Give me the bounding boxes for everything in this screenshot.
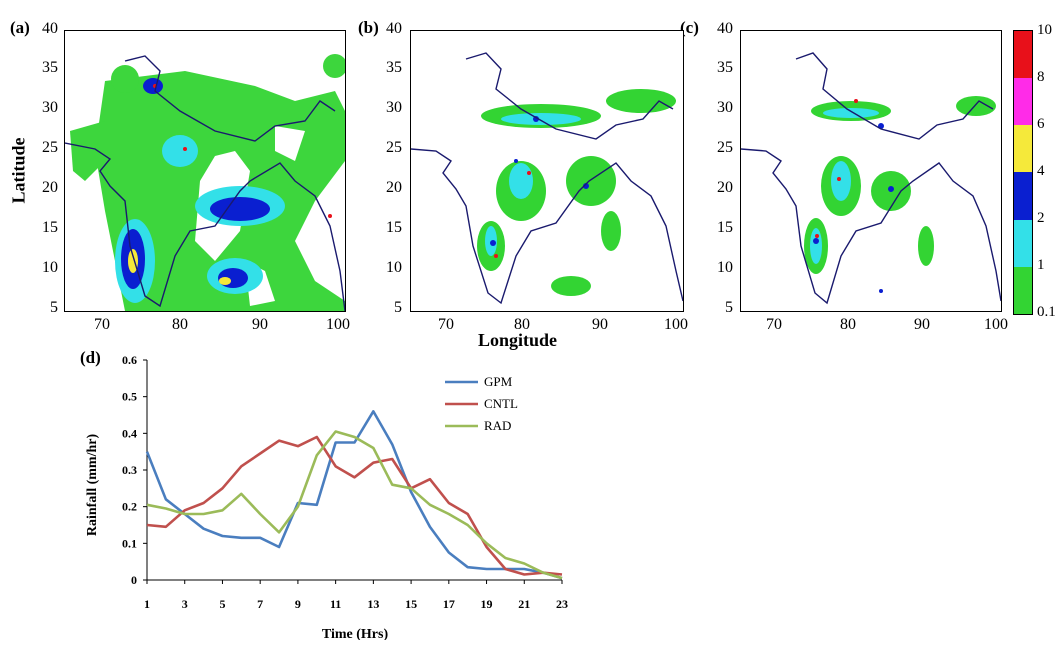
chart-x-tick-label: 21 (518, 597, 530, 611)
lat-tick: 15 (42, 219, 58, 236)
lon-tick: 90 (252, 316, 268, 333)
lat-tick: 20 (717, 179, 733, 196)
chart-x-tick-label: 23 (556, 597, 568, 611)
chart-x-tick-label: 3 (182, 597, 188, 611)
panel-label-b: (b) (358, 18, 379, 37)
chart-y-tick-label: 0.6 (122, 353, 137, 367)
panel-label-d: (d) (80, 348, 101, 367)
rainfall-line-chart: Rainfall (mm/hr) Time (Hrs) 0 0.1 0.2 0.3 0.… (85, 353, 568, 640)
colorbar-label: 2 (1037, 210, 1045, 226)
lon-tick: 90 (914, 316, 930, 333)
lat-tick: 5 (725, 299, 733, 316)
lon-tick: 70 (94, 316, 110, 333)
colorbar-band-red (1014, 31, 1032, 79)
lat-tick: 40 (42, 20, 58, 37)
lat-tick: 25 (717, 139, 733, 156)
lon-tick: 80 (172, 316, 188, 333)
colorbar-label: 1 (1037, 257, 1045, 273)
map-ylabel: Latitude (8, 137, 29, 204)
chart-y-tick-label: 0.1 (122, 536, 137, 550)
lat-tick: 30 (42, 99, 58, 116)
lat-tick: 35 (717, 59, 733, 76)
map-xlabel: Longitude (478, 330, 558, 350)
series-line-cntl (146, 435, 563, 576)
chart-x-tick-label: 17 (443, 597, 455, 611)
chart-x-tick-label: 11 (330, 597, 341, 611)
series-line-gpm (145, 410, 563, 580)
lat-tick: 10 (42, 259, 58, 276)
chart-y-tick-label: 0.5 (122, 390, 137, 404)
lon-tick: 100 (664, 316, 688, 333)
chart-x-tick-label: 19 (481, 597, 493, 611)
map-b (410, 30, 684, 312)
lon-tick: 100 (984, 316, 1008, 333)
map-c (740, 30, 1002, 312)
lat-tick: 5 (394, 299, 402, 316)
colorbar-band-green (1014, 266, 1032, 314)
lat-tick: 35 (42, 59, 58, 76)
map-a-rainfall (65, 54, 345, 311)
lat-tick: 10 (717, 259, 733, 276)
lon-tick: 80 (514, 316, 530, 333)
lat-tick: 25 (386, 139, 402, 156)
map-b-rainfall (411, 52, 683, 305)
lat-tick: 10 (386, 259, 402, 276)
colorbar-label: 8 (1037, 69, 1045, 85)
lat-tick: 20 (42, 179, 58, 196)
colorbar-band-cyan (1014, 219, 1032, 267)
chart-x-tick-label: 1 (144, 597, 150, 611)
chart-y-tick-label: 0 (131, 573, 137, 587)
colorbar (1013, 30, 1033, 315)
lat-tick: 20 (386, 179, 402, 196)
colorbar-band-magenta (1014, 78, 1032, 126)
colorbar-label: 6 (1037, 116, 1045, 132)
lat-tick: 40 (717, 20, 733, 37)
lat-tick: 35 (386, 59, 402, 76)
chart-x-tick-label: 13 (367, 597, 379, 611)
panel-label-c: (c) (680, 18, 699, 37)
colorbar-label: 10 (1037, 22, 1052, 38)
legend-label-rad: RAD (484, 418, 511, 433)
chart-x-tick-label: 15 (405, 597, 417, 611)
map-a (64, 30, 346, 312)
colorbar-label: 4 (1037, 163, 1045, 179)
map-c-rainfall (741, 52, 1001, 305)
lon-tick: 70 (438, 316, 454, 333)
chart-y-tick-label: 0.4 (122, 426, 137, 440)
lat-tick: 30 (717, 99, 733, 116)
legend-label-gpm: GPM (484, 374, 513, 389)
lon-tick: 90 (592, 316, 608, 333)
lon-tick: 80 (840, 316, 856, 333)
lat-tick: 15 (717, 219, 733, 236)
legend-label-cntl: CNTL (484, 396, 518, 411)
chart-xlabel: Time (Hrs) (322, 627, 389, 640)
chart-y-tick-label: 0.3 (122, 463, 137, 477)
colorbar-band-blue (1014, 172, 1032, 220)
chart-x-tick-label: 9 (295, 597, 301, 611)
panel-label-a: (a) (10, 18, 30, 37)
chart-x-tick-label: 5 (219, 597, 225, 611)
lat-tick: 5 (50, 299, 58, 316)
colorbar-band-yellow (1014, 125, 1032, 173)
chart-y-tick-label: 0.2 (122, 500, 137, 514)
lat-tick: 40 (386, 20, 402, 37)
chart-ylabel: Rainfall (mm/hr) (85, 434, 100, 537)
lat-tick: 25 (42, 139, 58, 156)
series-line-rad (146, 430, 563, 580)
colorbar-label: 0.1 (1037, 304, 1056, 320)
chart-x-tick-label: 7 (257, 597, 263, 611)
lon-tick: 100 (326, 316, 350, 333)
lon-tick: 70 (766, 316, 782, 333)
lat-tick: 30 (386, 99, 402, 116)
lat-tick: 15 (386, 219, 402, 236)
